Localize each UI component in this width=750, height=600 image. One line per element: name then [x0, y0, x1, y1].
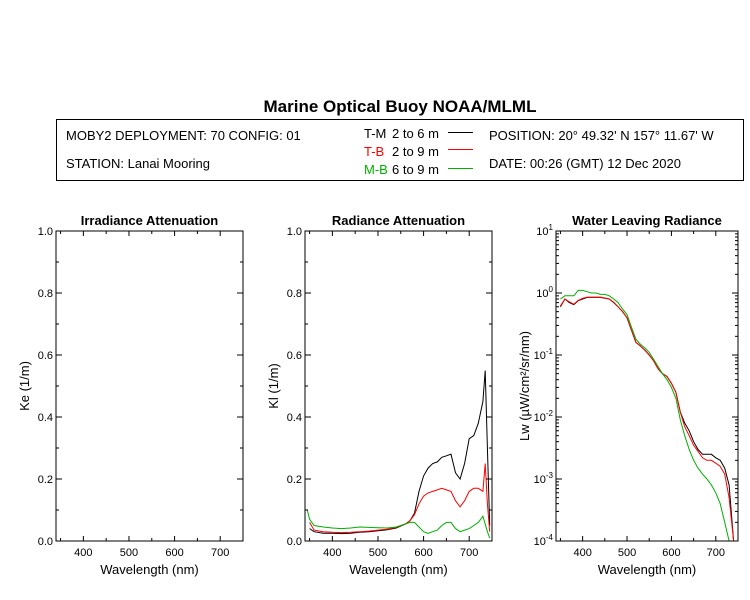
legend-range-tm: 2 to 6 m [392, 126, 439, 141]
chart-title: Irradiance Attenuation [81, 213, 219, 228]
x-tick-label: 600 [414, 547, 432, 559]
x-axis-label: Wavelength (nm) [349, 562, 448, 577]
x-tick-label: 700 [707, 547, 725, 559]
series-line-t-b [309, 463, 491, 534]
y-tick-label: 0.4 [287, 412, 302, 424]
x-tick-label: 700 [460, 547, 478, 559]
y-tick-label: 0.4 [38, 412, 53, 424]
y-tick-label: 101 [536, 223, 553, 238]
x-tick-label: 500 [120, 547, 138, 559]
y-tick-label: 0.0 [38, 536, 53, 548]
x-tick-label: 400 [74, 547, 92, 559]
y-tick-label: 10-1 [534, 347, 554, 362]
y-tick-label: 0.2 [38, 474, 53, 486]
position-text: POSITION: 20° 49.32' N 157° 11.67' W [489, 128, 714, 143]
y-axis-label: Kl (1/m) [266, 363, 281, 409]
y-tick-label: 0.8 [287, 288, 302, 300]
x-tick-label: 500 [618, 547, 636, 559]
legend-line-tb [448, 149, 473, 150]
x-tick-label: 600 [662, 547, 680, 559]
station-text: STATION: Lanai Mooring [66, 156, 211, 171]
y-tick-label: 0.0 [287, 536, 302, 548]
y-axis-label: Lw (µW/cm²/sr/nm) [517, 331, 532, 441]
x-tick-label: 400 [323, 547, 341, 559]
y-tick-label: 1.0 [287, 226, 302, 238]
y-tick-label: 1.0 [38, 226, 53, 238]
y-tick-label: 10-3 [534, 471, 554, 486]
series-line-t-m [309, 370, 491, 535]
x-tick-label: 700 [211, 547, 229, 559]
chart-panel-2: Radiance Attenuation 400 500 600 700 0.0 0.2 0.… [266, 213, 493, 577]
x-tick-label: 600 [165, 547, 183, 559]
y-tick-label: 0.6 [38, 350, 53, 362]
chart-title: Water Leaving Radiance [572, 213, 722, 228]
series-line-t-b [559, 296, 735, 541]
series-line-m-b [560, 289, 730, 541]
series-line-t-m [559, 296, 735, 541]
plot-frame [55, 230, 244, 542]
y-tick-label: 0.2 [287, 474, 302, 486]
legend-line-mb [448, 168, 473, 169]
legend-code-tm: T-M [364, 126, 387, 141]
x-tick-label: 500 [369, 547, 387, 559]
x-tick-label: 400 [573, 547, 591, 559]
chart-title: Radiance Attenuation [332, 213, 465, 228]
deployment-text: MOBY2 DEPLOYMENT: 70 CONFIG: 01 [66, 128, 301, 143]
legend-code-mb: M-B [364, 162, 388, 177]
legend-line-tm [448, 132, 473, 133]
y-tick-label: 100 [536, 285, 553, 300]
chart-panel-3: Water Leaving Radiance 400 500 600 700 101 100… [517, 213, 739, 577]
info-box: MOBY2 DEPLOYMENT: 70 CONFIG: 01 STATION:… [56, 119, 744, 181]
legend-code-tb: T-B [364, 144, 385, 159]
y-tick-label: 10-2 [534, 409, 554, 424]
chart-panel-1: Irradiance Attenuation 400 500 600 700 0.0 0.2… [17, 213, 244, 577]
page-title: Marine Optical Buoy NOAA/MLML [263, 97, 537, 116]
y-axis-label: Ke (1/m) [17, 361, 32, 411]
plot-frame [555, 230, 739, 542]
x-axis-label: Wavelength (nm) [100, 562, 199, 577]
y-tick-label: 0.8 [38, 288, 53, 300]
y-tick-label: 10-4 [534, 533, 554, 548]
plot-frame [304, 230, 493, 542]
y-tick-label: 0.6 [287, 350, 302, 362]
date-text: DATE: 00:26 (GMT) 12 Dec 2020 [489, 156, 681, 171]
x-axis-label: Wavelength (nm) [598, 562, 697, 577]
legend-range-mb: 6 to 9 m [392, 162, 439, 177]
legend-range-tb: 2 to 9 m [392, 144, 439, 159]
series-line-m-b [306, 509, 491, 539]
